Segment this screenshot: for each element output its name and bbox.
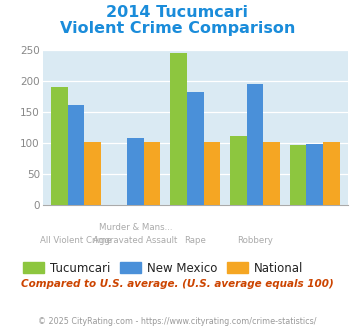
Bar <box>290 145 306 205</box>
Text: All Violent Crime: All Violent Crime <box>40 236 112 245</box>
Text: Rape: Rape <box>184 236 206 245</box>
Bar <box>187 92 203 205</box>
Bar <box>323 142 340 205</box>
Text: Compared to U.S. average. (U.S. average equals 100): Compared to U.S. average. (U.S. average … <box>21 279 334 289</box>
Bar <box>263 142 280 205</box>
Bar <box>170 52 187 205</box>
Bar <box>51 87 67 205</box>
Bar <box>144 142 160 205</box>
Text: © 2025 CityRating.com - https://www.cityrating.com/crime-statistics/: © 2025 CityRating.com - https://www.city… <box>38 317 317 326</box>
Bar <box>247 83 263 205</box>
Bar <box>67 105 84 205</box>
Bar <box>203 142 220 205</box>
Bar <box>306 145 323 205</box>
Bar <box>230 136 247 205</box>
Text: Murder & Mans...: Murder & Mans... <box>99 223 172 232</box>
Text: 2014 Tucumcari: 2014 Tucumcari <box>106 5 248 20</box>
Text: Aggravated Assault: Aggravated Assault <box>93 236 178 245</box>
Text: Robbery: Robbery <box>237 236 273 245</box>
Bar <box>84 142 101 205</box>
Bar <box>127 138 144 205</box>
Text: Violent Crime Comparison: Violent Crime Comparison <box>60 21 295 36</box>
Legend: Tucumcari, New Mexico, National: Tucumcari, New Mexico, National <box>18 257 308 280</box>
